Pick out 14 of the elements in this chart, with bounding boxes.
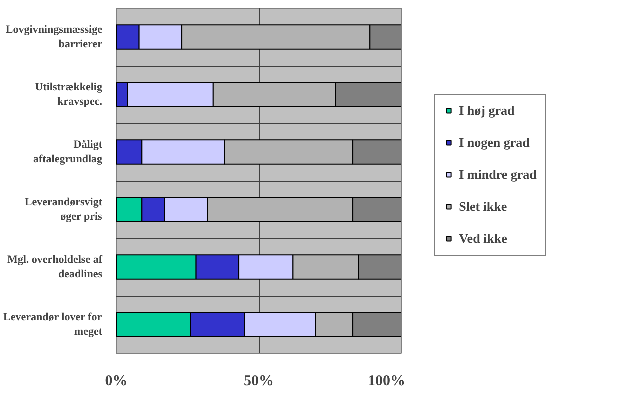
legend-label: I mindre grad bbox=[459, 166, 537, 182]
y-tick-label: Dåligt aftalegrundlag bbox=[33, 139, 103, 166]
legend-label: I høj grad bbox=[459, 102, 515, 118]
y-tick-label: Leverandørsvigt øger pris bbox=[24, 196, 104, 223]
x-tick-label: 50% bbox=[244, 374, 274, 390]
x-tick-label: 0% bbox=[105, 374, 128, 390]
y-tick-label: Utilstrækkelig kravspec. bbox=[35, 82, 103, 108]
legend-label: Slet ikke bbox=[459, 198, 508, 214]
y-tick-label: Lovgivningsmæssige barrierer bbox=[6, 24, 103, 50]
legend-label: Ved ikke bbox=[459, 230, 508, 246]
legend-label: I nogen grad bbox=[459, 134, 530, 150]
y-tick-label: Mgl. overholdelse af deadlines bbox=[7, 254, 104, 280]
x-tick-label: 100% bbox=[368, 374, 406, 390]
y-tick-label: Leverandør lover for meget bbox=[4, 312, 103, 338]
